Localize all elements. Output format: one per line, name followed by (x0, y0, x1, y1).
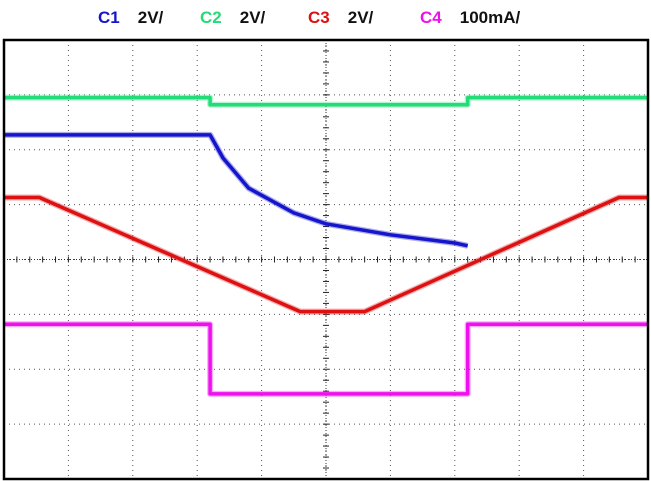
legend-c2-name: C2 (200, 8, 222, 27)
trace-c4 (4, 322, 648, 396)
trace-c3 (4, 195, 648, 314)
legend-c1-scale: 2V/ (137, 8, 164, 27)
legend-c1-name: C1 (98, 8, 120, 27)
screen-frame (2, 38, 650, 481)
trace-c1-band (4, 131, 469, 249)
traces (4, 94, 648, 397)
legend-c3-scale: 2V/ (347, 8, 374, 27)
legend-c1: C1 2V/ (98, 8, 163, 28)
legend-c2: C2 2V/ (200, 8, 265, 28)
legend-c4-scale: 100mA/ (459, 8, 521, 27)
trace-c2 (4, 95, 648, 107)
graticule (3, 39, 649, 480)
legend-c3: C3 2V/ (308, 8, 373, 28)
legend-c4-name: C4 (420, 8, 442, 27)
trace-c1 (4, 133, 469, 248)
legend-c3-name: C3 (308, 8, 330, 27)
legend-c2-scale: 2V/ (239, 8, 266, 27)
channel-legend: C1 2V/ C2 2V/ C3 2V/ C4 100mA/ (0, 8, 651, 32)
legend-c4: C4 100mA/ (420, 8, 520, 28)
